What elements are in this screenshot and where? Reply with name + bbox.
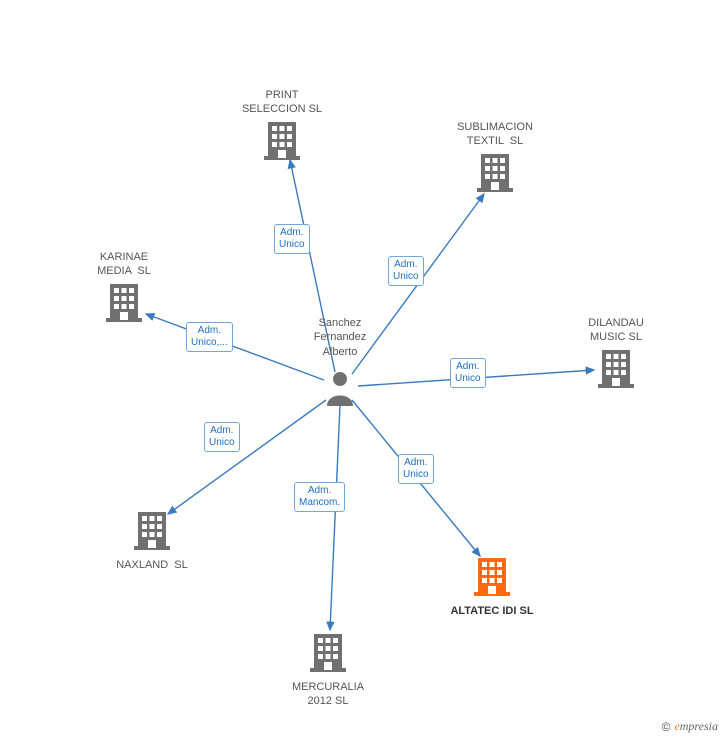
building-icon — [477, 152, 513, 197]
person-icon — [325, 370, 355, 411]
edge-line — [330, 406, 340, 630]
center-label: Sanchez Fernandez Alberto — [300, 316, 380, 359]
edge-label: Adm. Unico — [398, 454, 434, 484]
diagram-canvas: Sanchez Fernandez Alberto PRINT SELECCIO… — [0, 0, 728, 740]
building-icon — [264, 120, 300, 165]
building-icon — [598, 348, 634, 393]
edge-line — [146, 314, 324, 380]
building-icon — [474, 556, 510, 601]
edge-label: Adm. Unico — [274, 224, 310, 254]
building-icon — [310, 632, 346, 677]
edge-label: Adm. Unico — [450, 358, 486, 388]
edge-label: Adm. Unico,... — [186, 322, 233, 352]
edge-label: Adm. Unico — [388, 256, 424, 286]
edge-label: Adm. Unico — [204, 422, 240, 452]
building-icon — [106, 282, 142, 327]
building-icon — [134, 510, 170, 555]
edge-label: Adm. Mancom. — [294, 482, 345, 512]
